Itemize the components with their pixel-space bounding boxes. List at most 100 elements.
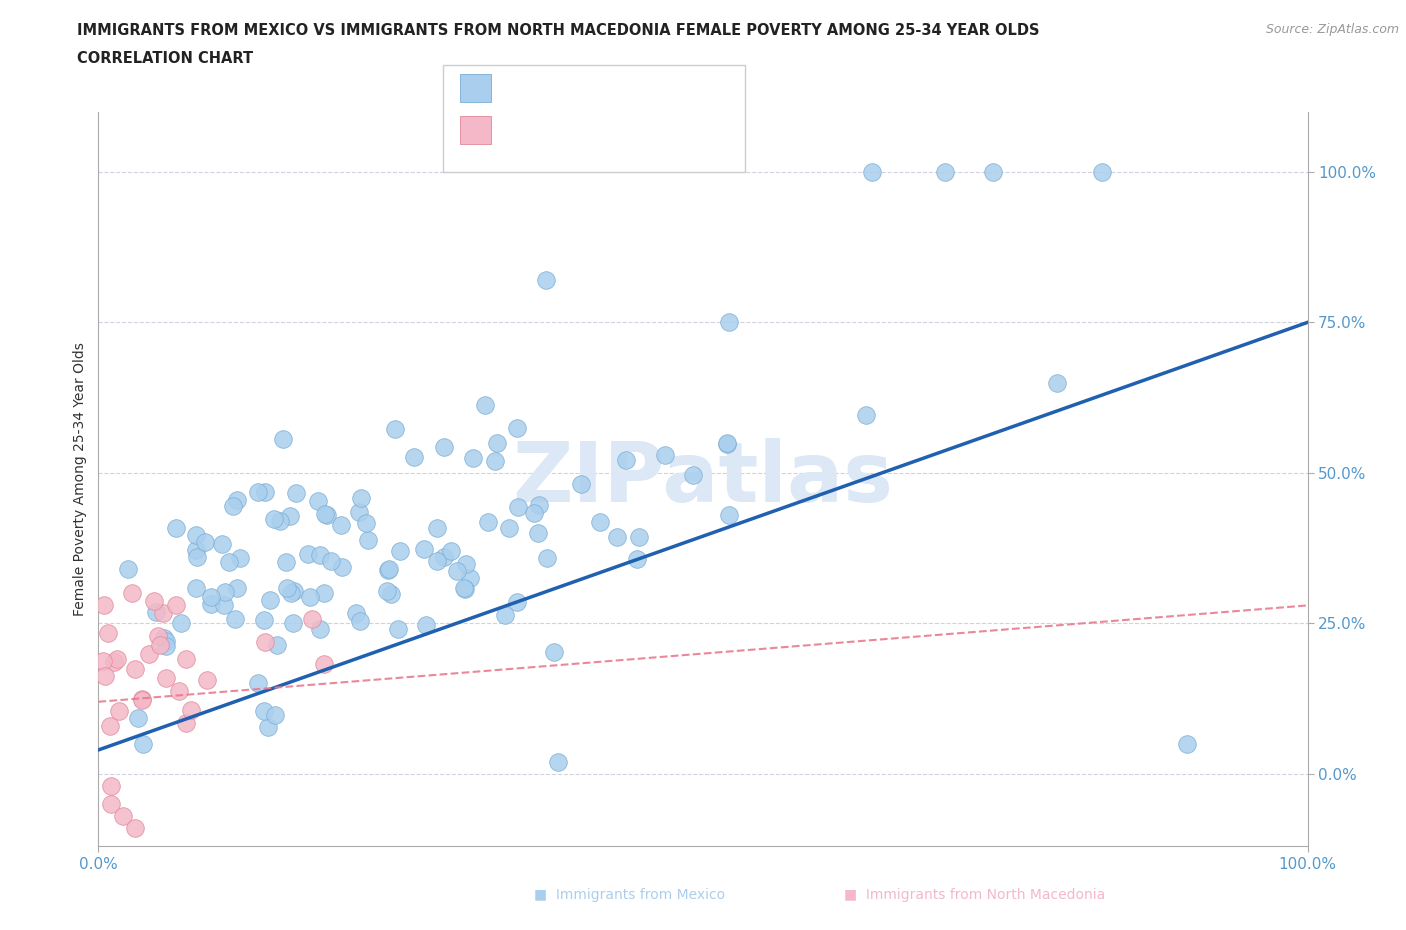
Point [105, 652, 128, 667]
Point [276, 581, 298, 596]
Point [508, 500, 530, 515]
Point [155, 634, 177, 649]
Point [498, 520, 520, 535]
Point [433, 550, 456, 565]
Point [344, 605, 367, 620]
Text: ZIPatlas: ZIPatlas [513, 438, 893, 520]
Point [461, 451, 484, 466]
Point [253, 635, 276, 650]
Point [222, 499, 245, 514]
Point [152, 605, 174, 620]
Point [380, 586, 402, 601]
Point [100, 797, 122, 812]
Point [547, 754, 569, 769]
Text: IMMIGRANTS FROM MEXICO VS IMMIGRANTS FROM NORTH MACEDONIA FEMALE POVERTY AMONG 2: IMMIGRANTS FROM MEXICO VS IMMIGRANTS FRO… [77, 23, 1040, 38]
Point [167, 684, 190, 698]
Point [280, 586, 302, 601]
Point [456, 556, 478, 571]
Point [477, 514, 499, 529]
Point [263, 512, 285, 526]
Point [569, 477, 592, 492]
Point [626, 551, 648, 566]
Point [319, 554, 342, 569]
Point [283, 584, 305, 599]
Point [93, 597, 115, 612]
Point [264, 708, 287, 723]
Point [855, 407, 877, 422]
Point [527, 498, 550, 512]
Point [402, 449, 425, 464]
Point [588, 514, 610, 529]
Text: ■  Immigrants from Mexico: ■ Immigrants from Mexico [534, 887, 725, 902]
Point [347, 504, 370, 519]
Point [614, 453, 637, 468]
Point [716, 435, 738, 450]
Point [200, 596, 222, 611]
Point [138, 647, 160, 662]
Point [131, 693, 153, 708]
Point [186, 550, 208, 565]
Point [453, 581, 475, 596]
Point [149, 637, 172, 652]
Point [426, 521, 449, 536]
Point [229, 551, 252, 565]
Point [269, 514, 291, 529]
Point [184, 542, 207, 557]
Point [146, 628, 169, 643]
Point [307, 494, 329, 509]
Point [200, 590, 222, 604]
Point [91, 654, 114, 669]
Point [145, 604, 167, 619]
Point [103, 654, 125, 669]
Point [486, 435, 509, 450]
Point [314, 507, 336, 522]
Point [506, 420, 529, 435]
Point [536, 551, 558, 565]
Point [176, 652, 198, 667]
Point [274, 555, 297, 570]
Point [413, 541, 436, 556]
Point [107, 703, 129, 718]
Point [155, 638, 177, 653]
Point [211, 537, 233, 551]
Point [297, 547, 319, 562]
Point [454, 581, 477, 596]
Text: Source: ZipAtlas.com: Source: ZipAtlas.com [1265, 23, 1399, 36]
Point [278, 509, 301, 524]
Point [186, 580, 208, 595]
Point [117, 562, 139, 577]
Point [527, 525, 550, 540]
Point [494, 607, 516, 622]
Point [433, 439, 456, 454]
Point [100, 778, 122, 793]
Point [309, 547, 332, 562]
Text: ■  Immigrants from North Macedonia: ■ Immigrants from North Macedonia [844, 887, 1105, 902]
Point [387, 621, 409, 636]
Point [330, 517, 353, 532]
Point [350, 491, 373, 506]
Point [1175, 737, 1198, 751]
Point [377, 583, 399, 598]
Point [981, 165, 1004, 179]
Point [127, 711, 149, 725]
Point [212, 598, 235, 613]
Point [194, 535, 217, 550]
Point [298, 590, 321, 604]
Point [218, 555, 240, 570]
Point [484, 453, 506, 468]
Point [225, 492, 247, 507]
Point [682, 468, 704, 483]
Point [505, 595, 527, 610]
Point [266, 637, 288, 652]
Point [180, 702, 202, 717]
Point [349, 614, 371, 629]
Point [716, 437, 738, 452]
Point [384, 421, 406, 436]
Point [124, 821, 146, 836]
Point [415, 618, 437, 633]
Point [860, 165, 883, 179]
Point [523, 506, 546, 521]
Point [312, 586, 335, 601]
Point [378, 562, 401, 577]
Point [308, 621, 330, 636]
